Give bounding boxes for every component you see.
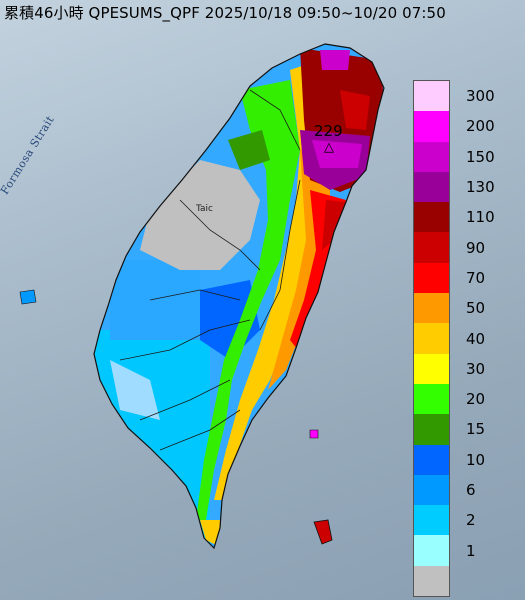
legend-swatch — [414, 111, 449, 142]
peak-value: 229 — [314, 122, 343, 140]
legend-swatch — [414, 293, 449, 324]
legend-label: 70 — [466, 268, 486, 287]
map-title: 累積46小時 QPESUMS_QPF 2025/10/18 09:50~10/2… — [4, 4, 446, 22]
color-legend — [413, 80, 450, 598]
legend-label: 2 — [466, 511, 476, 530]
legend-label: 90 — [466, 238, 486, 257]
legend-swatch — [414, 353, 449, 384]
legend-label: 10 — [466, 450, 486, 469]
legend-swatch — [414, 383, 449, 415]
legend-label: 15 — [466, 420, 486, 439]
legend-swatch — [414, 202, 449, 233]
legend-label: 130 — [466, 178, 495, 197]
legend-label: 40 — [466, 329, 486, 348]
peak-marker: △ — [324, 140, 334, 155]
legend-label: 20 — [466, 390, 486, 409]
legend-label: 30 — [466, 359, 486, 378]
legend-swatch — [414, 444, 449, 475]
legend-swatch — [414, 171, 449, 203]
legend-swatch — [414, 323, 449, 354]
legend-swatch — [414, 81, 449, 112]
legend-label: 110 — [466, 208, 495, 227]
legend-swatch — [414, 232, 449, 263]
legend-swatch — [414, 141, 449, 172]
legend-swatch — [414, 505, 449, 536]
city-label: Taic — [196, 204, 213, 214]
legend-label: 150 — [466, 147, 495, 166]
legend-label: 50 — [466, 299, 486, 318]
legend-label: 300 — [466, 87, 495, 106]
legend-swatch — [414, 535, 449, 566]
legend-swatch — [414, 414, 449, 445]
legend-swatch — [414, 565, 449, 597]
legend-label: 6 — [466, 481, 476, 500]
legend-label: 200 — [466, 117, 495, 136]
legend-label: 1 — [466, 541, 476, 560]
legend-swatch — [414, 262, 449, 294]
legend-swatch — [414, 474, 449, 506]
